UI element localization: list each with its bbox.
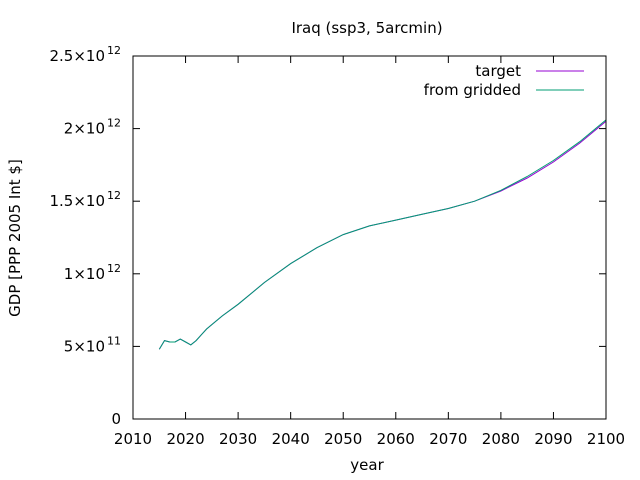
legend: target from gridded (424, 62, 584, 99)
y-tick-label: 2×10 12 (64, 117, 121, 138)
x-tick-label: 2100 (587, 430, 625, 448)
x-axis-label: year (350, 456, 384, 474)
x-tick-label: 2040 (272, 430, 310, 448)
plot-frame (132, 55, 607, 420)
y-axis-ticks: 0 5×10 11 1×10 12 1.5×10 12 2×10 12 2.5×10 12 (49, 44, 606, 428)
x-tick-label: 2020 (166, 430, 204, 448)
x-tick-label: 2060 (377, 430, 415, 448)
y-tick-label: 1×10 12 (64, 262, 121, 283)
series-lines (158, 119, 607, 350)
x-tick-label: 2030 (219, 430, 257, 448)
y-tick-label: 0 (111, 410, 121, 428)
x-tick-label: 2080 (482, 430, 520, 448)
y-tick-label: 5×10 11 (64, 334, 121, 355)
legend-label-target: target (475, 62, 521, 80)
x-tick-label: 2050 (324, 430, 362, 448)
x-tick-label: 2010 (114, 430, 152, 448)
legend-label-from-gridded: from gridded (424, 81, 521, 99)
x-axis-ticks: 2010 2020 2030 2040 2050 2060 2070 2080 2090 2100 (114, 56, 625, 448)
chart-title: Iraq (ssp3, 5arcmin) (291, 19, 442, 37)
series-line-from-gridded (158, 119, 607, 350)
series-line-target (158, 120, 607, 350)
y-tick-label: 1.5×10 12 (49, 189, 121, 210)
x-tick-label: 2090 (534, 430, 572, 448)
y-axis-label: GDP [PPP 2005 Int $] (6, 159, 24, 317)
y-tick-label: 2.5×10 12 (49, 44, 121, 65)
x-tick-label: 2070 (429, 430, 467, 448)
